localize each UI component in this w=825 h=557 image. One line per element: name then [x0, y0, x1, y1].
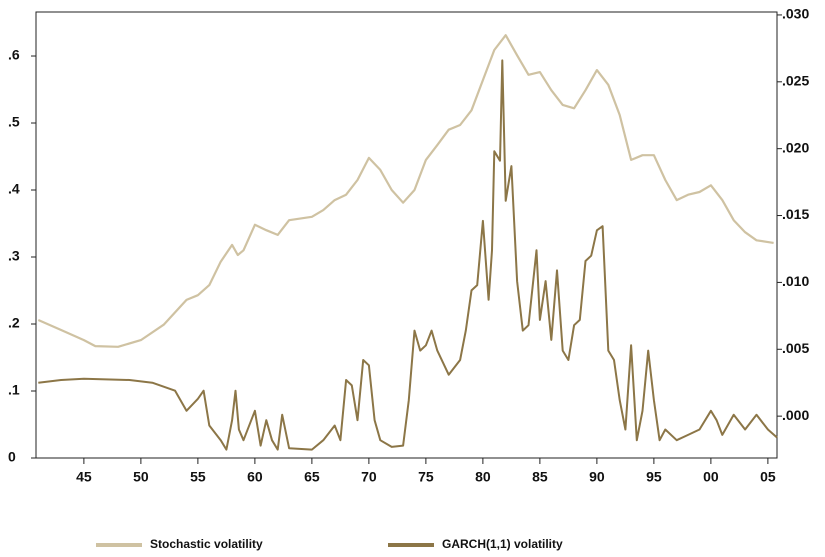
- x-tick-label: 55: [190, 469, 206, 485]
- x-tick-label: 60: [247, 469, 263, 485]
- y2-tick-label: .030: [782, 6, 809, 22]
- y2-tick-label: .020: [782, 139, 809, 155]
- x-tick-label: 05: [760, 469, 776, 485]
- x-tick-label: 95: [646, 469, 662, 485]
- legend-text: Stochastic volatility: [150, 537, 263, 551]
- y-tick-label: .4: [8, 181, 20, 197]
- y2-tick-label: .015: [782, 206, 809, 222]
- y2-tick-label: .005: [782, 340, 809, 356]
- y-tick-label: .6: [8, 47, 20, 63]
- y-tick-label: .3: [8, 248, 20, 264]
- x-tick-label: 85: [532, 469, 548, 485]
- y-tick-label: .1: [8, 382, 20, 398]
- x-tick-label: 70: [361, 469, 377, 485]
- y-tick-label: .2: [8, 315, 20, 331]
- x-tick-label: 65: [304, 469, 320, 485]
- x-tick-label: 80: [475, 469, 491, 485]
- y-tick-label: 0: [8, 449, 16, 465]
- x-tick-label: 75: [418, 469, 434, 485]
- x-tick-label: 45: [76, 469, 92, 485]
- series-line: [37, 34, 774, 348]
- y2-tick-label: .010: [782, 273, 809, 289]
- series-line: [38, 59, 778, 451]
- x-tick-label: 90: [589, 469, 605, 485]
- y2-tick-label: .000: [782, 407, 809, 423]
- plot-frame: [35, 11, 778, 459]
- legend-text: GARCH(1,1) volatility: [442, 537, 563, 551]
- x-tick-label: 50: [133, 469, 149, 485]
- y2-tick-label: .025: [782, 73, 809, 89]
- y-tick-label: .5: [8, 114, 20, 130]
- x-tick-label: 00: [703, 469, 719, 485]
